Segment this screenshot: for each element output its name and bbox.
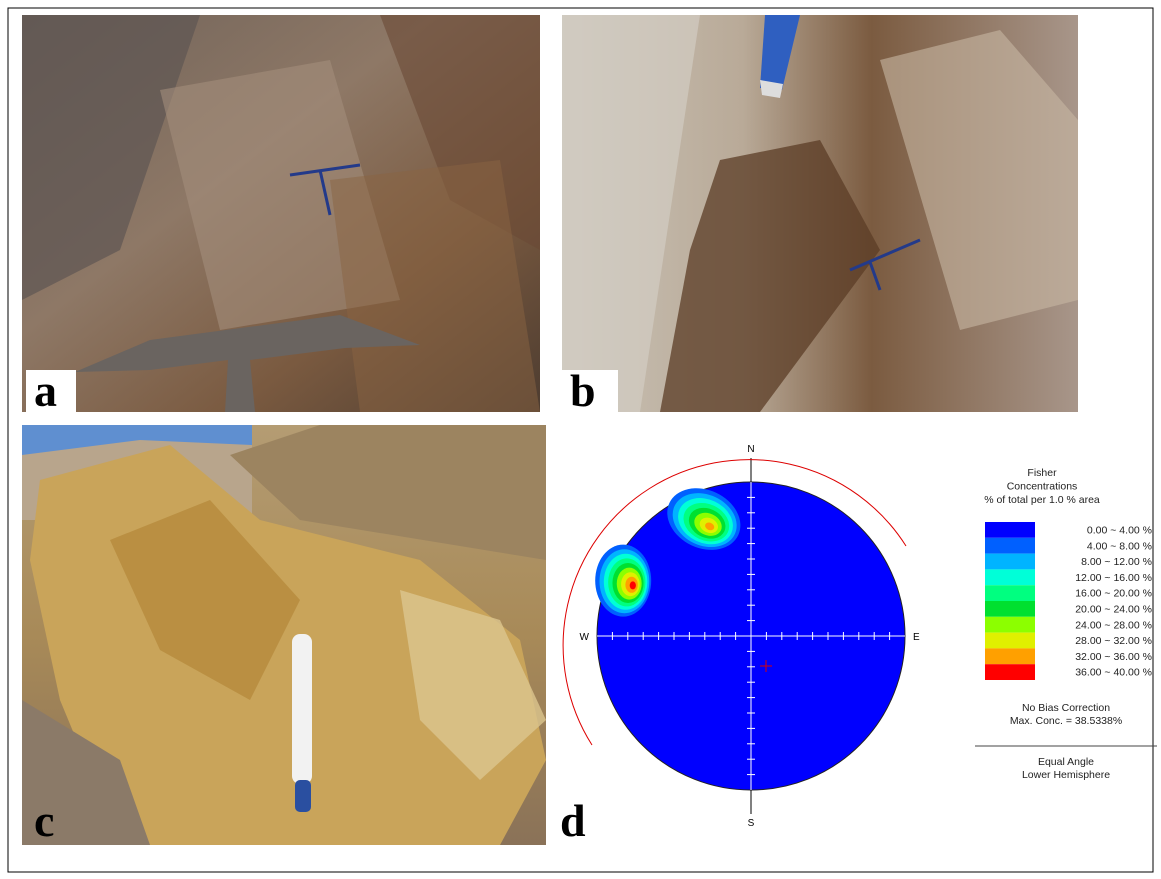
legend-label: 28.00 ~ 32.00 % — [1075, 635, 1152, 647]
legend-swatch — [985, 569, 1035, 585]
legend-label: 0.00 ~ 4.00 % — [1087, 525, 1152, 537]
photo-a — [22, 15, 540, 412]
direction-label: W — [580, 632, 590, 643]
legend-swatch — [985, 522, 1035, 538]
contour — [630, 581, 636, 589]
legend-swatch — [985, 601, 1035, 617]
photo-b — [562, 15, 1078, 412]
photo-c — [22, 425, 546, 845]
direction-label: E — [913, 632, 920, 643]
legend-swatch — [985, 664, 1035, 680]
legend-label: 4.00 ~ 8.00 % — [1087, 540, 1152, 552]
legend-swatch — [985, 648, 1035, 664]
legend-label: 32.00 ~ 36.00 % — [1075, 651, 1152, 663]
direction-label: S — [748, 818, 755, 829]
legend-note: No Bias Correction — [1022, 702, 1110, 714]
legend-swatch — [985, 633, 1035, 649]
legend-note: Equal Angle — [1038, 756, 1094, 768]
legend-note: Max. Conc. = 38.5338% — [1010, 715, 1122, 727]
legend-title: Fisher — [1027, 467, 1057, 479]
legend-swatch — [985, 585, 1035, 601]
legend: Fisher Concentrations% of total per 1.0 %… — [984, 467, 1152, 781]
legend-label: 20.00 ~ 24.00 % — [1075, 604, 1152, 616]
panel-label: a — [34, 365, 57, 416]
legend-swatch — [985, 554, 1035, 570]
panel-label: d — [560, 795, 586, 846]
legend-label: 16.00 ~ 20.00 % — [1075, 588, 1152, 600]
legend-label: 12.00 ~ 16.00 % — [1075, 572, 1152, 584]
legend-label: 24.00 ~ 28.00 % — [1075, 619, 1152, 631]
legend-swatch — [985, 538, 1035, 554]
legend-note: Lower Hemisphere — [1022, 769, 1110, 781]
legend-title: % of total per 1.0 % area — [984, 494, 1100, 506]
legend-label: 36.00 ~ 40.00 % — [1075, 667, 1152, 679]
figure: a b c d N S W E Fisher Concentrations% of to… — [0, 0, 1161, 879]
legend-swatch — [985, 617, 1035, 633]
direction-label: N — [747, 444, 754, 455]
panel-label: c — [34, 795, 54, 846]
legend-label: 8.00 ~ 12.00 % — [1081, 556, 1152, 568]
panel-label: b — [570, 365, 596, 416]
stereonet: N S W E — [563, 444, 920, 829]
legend-title: Concentrations — [1007, 481, 1078, 493]
